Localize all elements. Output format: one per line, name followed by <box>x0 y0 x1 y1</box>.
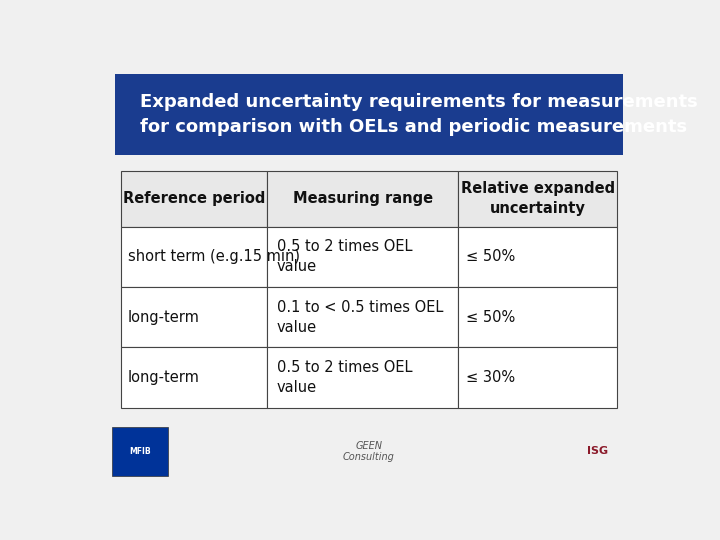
Text: Measuring range: Measuring range <box>293 191 433 206</box>
Text: 0.5 to 2 times OEL
value: 0.5 to 2 times OEL value <box>276 239 413 274</box>
FancyBboxPatch shape <box>459 226 617 287</box>
FancyBboxPatch shape <box>459 347 617 408</box>
Text: Reference period: Reference period <box>122 191 265 206</box>
FancyBboxPatch shape <box>112 427 168 476</box>
Text: ISG: ISG <box>588 447 608 456</box>
FancyBboxPatch shape <box>121 347 267 408</box>
FancyBboxPatch shape <box>459 171 617 226</box>
FancyBboxPatch shape <box>267 287 459 347</box>
Text: ≤ 30%: ≤ 30% <box>467 370 516 385</box>
FancyBboxPatch shape <box>121 171 267 226</box>
Text: 0.5 to 2 times OEL
value: 0.5 to 2 times OEL value <box>276 360 413 395</box>
FancyBboxPatch shape <box>267 226 459 287</box>
FancyBboxPatch shape <box>121 226 267 287</box>
Text: 0.1 to < 0.5 times OEL
value: 0.1 to < 0.5 times OEL value <box>276 300 443 335</box>
Text: MFIB: MFIB <box>130 447 151 456</box>
Text: ≤ 50%: ≤ 50% <box>467 249 516 264</box>
FancyBboxPatch shape <box>459 287 617 347</box>
Text: Relative expanded
uncertainty: Relative expanded uncertainty <box>461 181 615 216</box>
FancyBboxPatch shape <box>267 171 459 226</box>
FancyBboxPatch shape <box>121 287 267 347</box>
Text: ≤ 50%: ≤ 50% <box>467 309 516 325</box>
Text: Expanded uncertainty requirements for measurements
for comparison with OELs and : Expanded uncertainty requirements for me… <box>140 93 698 136</box>
Text: GEEN
Consulting: GEEN Consulting <box>343 441 395 462</box>
FancyBboxPatch shape <box>267 347 459 408</box>
Text: long-term: long-term <box>128 309 200 325</box>
Text: short term (e.g.15 min): short term (e.g.15 min) <box>128 249 300 264</box>
FancyBboxPatch shape <box>115 74 623 156</box>
Text: long-term: long-term <box>128 370 200 385</box>
